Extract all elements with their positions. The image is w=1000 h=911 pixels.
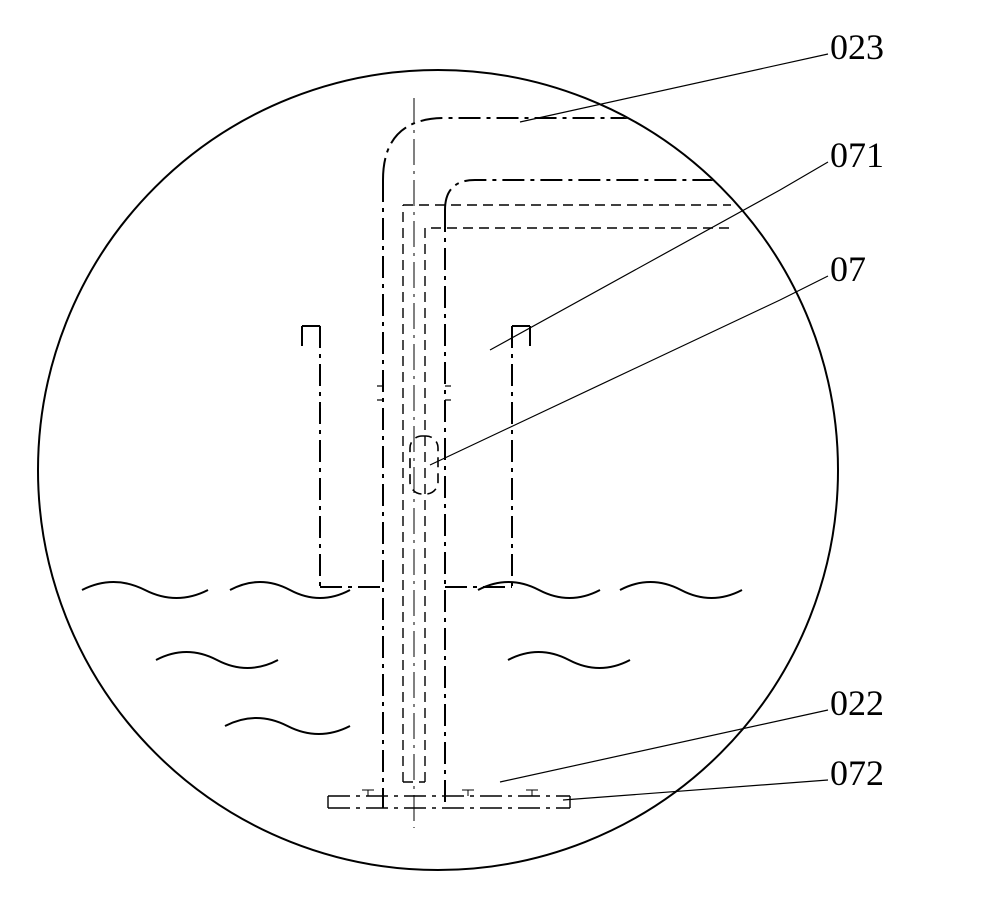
diagram-root: 023 071 07 022 072 — [0, 0, 1000, 911]
label-071: 071 — [830, 134, 884, 176]
label-072: 072 — [830, 752, 884, 794]
label-023: 023 — [830, 26, 884, 68]
label-07: 07 — [830, 248, 866, 290]
label-022: 022 — [830, 682, 884, 724]
